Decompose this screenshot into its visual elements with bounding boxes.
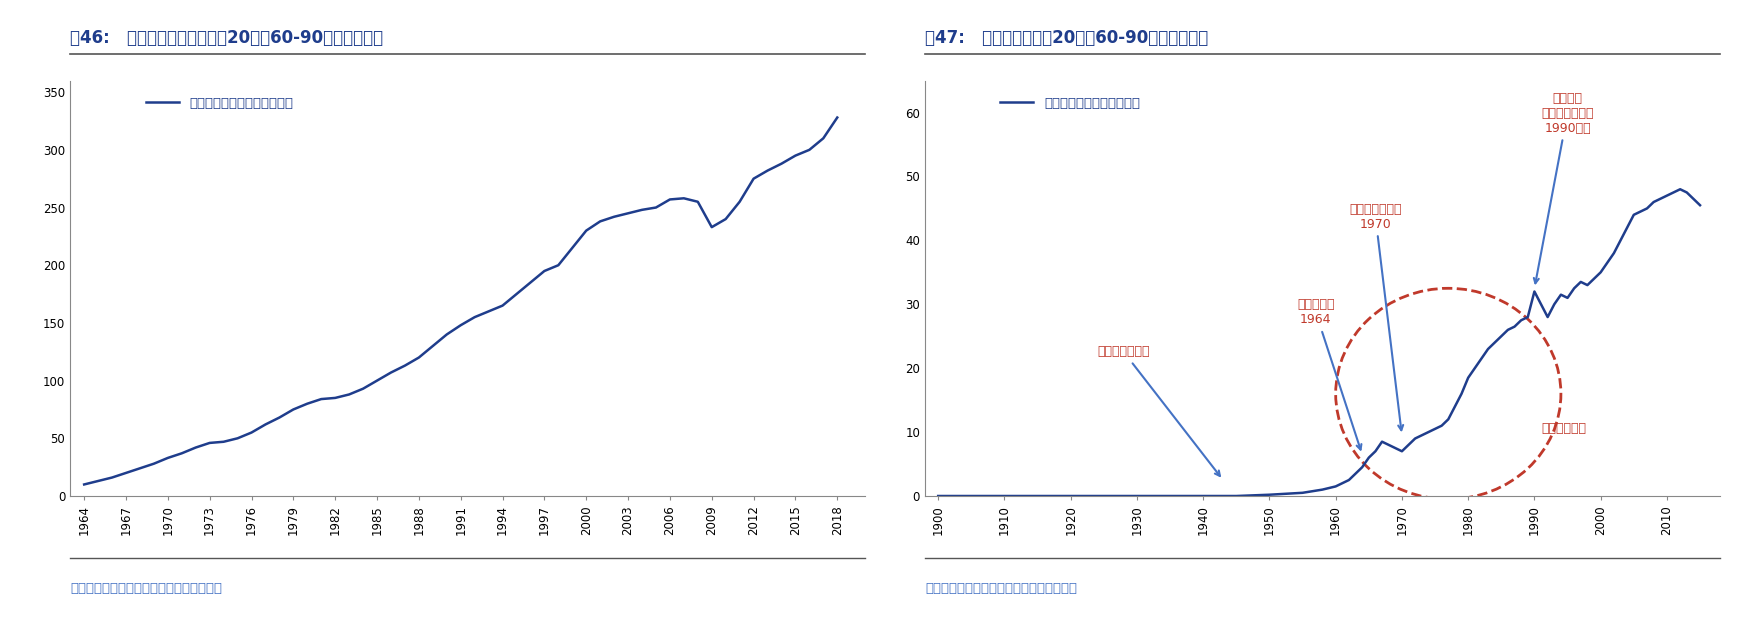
Text: 第二次世界大战: 第二次世界大战 (1097, 345, 1220, 476)
Text: 资料来源：美国农业部、安信证券研究中心: 资料来源：美国农业部、安信证券研究中心 (925, 582, 1078, 595)
Text: 大阪万国博览会
1970: 大阪万国博览会 1970 (1350, 203, 1404, 430)
Text: 资料来源：美国农业部、安信证券研究中心: 资料来源：美国农业部、安信证券研究中心 (70, 582, 223, 595)
Text: 图46:   日本奶酪国内消费量在20世纪60-90年代大幅增长: 图46: 日本奶酪国内消费量在20世纪60-90年代大幅增长 (70, 29, 383, 46)
Legend: 日本奶酪国内消费量（千吨）: 日本奶酪国内消费量（千吨） (140, 91, 298, 115)
Legend: 日本奶酪总生产量（千吨）: 日本奶酪总生产量（千吨） (995, 91, 1146, 115)
Text: 葡萄酒潮
意大利食品热潮
1990年代: 葡萄酒潮 意大利食品热潮 1990年代 (1534, 92, 1594, 283)
Text: 东京奥运会
1964: 东京奥运会 1964 (1297, 298, 1362, 450)
Text: 饮食生活西化: 饮食生活西化 (1541, 422, 1587, 435)
Text: 图47:   日本奶酪生产在20世纪60-90年代大幅增长: 图47: 日本奶酪生产在20世纪60-90年代大幅增长 (925, 29, 1207, 46)
